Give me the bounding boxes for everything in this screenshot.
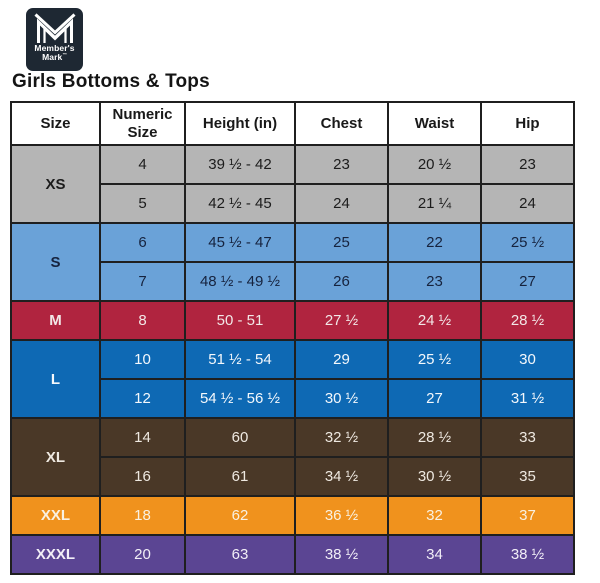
size-chart-table: Size Numeric Size Height (in) Chest Wais… bbox=[10, 101, 575, 575]
chest-cell: 26 bbox=[294, 261, 389, 302]
chest-cell: 30 ½ bbox=[294, 378, 389, 419]
table-row: 16 61 34 ½ 30 ½ 35 bbox=[11, 456, 575, 497]
table-row: S 6 45 ½ - 47 25 22 25 ½ bbox=[10, 222, 575, 302]
numeric-cell: 14 bbox=[99, 417, 186, 458]
numeric-cell: 20 bbox=[99, 534, 186, 575]
header-row: Size Numeric Size Height (in) Chest Wais… bbox=[10, 101, 575, 146]
waist-cell: 22 bbox=[387, 222, 482, 263]
size-label-s: S bbox=[10, 222, 101, 302]
hip-cell: 37 bbox=[480, 495, 575, 536]
hip-cell: 24 bbox=[480, 183, 575, 224]
hip-cell: 31 ½ bbox=[480, 378, 575, 419]
waist-cell: 27 bbox=[387, 378, 482, 419]
height-cell: 50 - 51 bbox=[184, 300, 296, 341]
waist-cell: 23 bbox=[387, 261, 482, 302]
height-cell: 42 ½ - 45 bbox=[184, 183, 296, 224]
table-row: XXL 18 62 36 ½ 32 37 bbox=[10, 495, 575, 536]
size-label-xs: XS bbox=[10, 144, 101, 224]
waist-cell: 32 bbox=[387, 495, 482, 536]
height-cell: 39 ½ - 42 bbox=[184, 144, 296, 185]
table-row: 12 54 ½ - 56 ½ 30 ½ 27 31 ½ bbox=[11, 378, 575, 419]
chest-cell: 38 ½ bbox=[294, 534, 389, 575]
table-row: XXXL 20 63 38 ½ 34 38 ½ bbox=[10, 534, 575, 575]
column-header-hip: Hip bbox=[480, 101, 575, 146]
numeric-cell: 5 bbox=[99, 183, 186, 224]
column-header-waist: Waist bbox=[387, 101, 482, 146]
table-row: 7 48 ½ - 49 ½ 26 23 27 bbox=[11, 261, 575, 302]
waist-cell: 25 ½ bbox=[387, 339, 482, 380]
brand-line2: Mark bbox=[42, 52, 63, 63]
chest-cell: 29 bbox=[294, 339, 389, 380]
size-table-body: XS 4 39 ½ - 42 23 20 ½ 23 5 42 ½ - 45 24 21 ¼ 24 S 6… bbox=[10, 144, 575, 575]
height-cell: 63 bbox=[184, 534, 296, 575]
waist-cell: 28 ½ bbox=[387, 417, 482, 458]
chest-cell: 25 bbox=[294, 222, 389, 263]
chest-cell: 23 bbox=[294, 144, 389, 185]
height-cell: 60 bbox=[184, 417, 296, 458]
size-label-l: L bbox=[10, 339, 101, 419]
numeric-cell: 10 bbox=[99, 339, 186, 380]
chest-cell: 32 ½ bbox=[294, 417, 389, 458]
hip-cell: 35 bbox=[480, 456, 575, 497]
numeric-cell: 16 bbox=[99, 456, 186, 497]
hip-cell: 33 bbox=[480, 417, 575, 458]
hip-cell: 30 bbox=[480, 339, 575, 380]
hip-cell: 23 bbox=[480, 144, 575, 185]
hip-cell: 27 bbox=[480, 261, 575, 302]
members-mark-m-icon bbox=[33, 13, 76, 43]
size-label-m: M bbox=[10, 300, 101, 341]
waist-cell: 24 ½ bbox=[387, 300, 482, 341]
numeric-cell: 12 bbox=[99, 378, 186, 419]
column-header-numeric-size: Numeric Size bbox=[99, 101, 186, 146]
hip-cell: 28 ½ bbox=[480, 300, 575, 341]
height-cell: 51 ½ - 54 bbox=[184, 339, 296, 380]
hip-cell: 38 ½ bbox=[480, 534, 575, 575]
numeric-cell: 4 bbox=[99, 144, 186, 185]
chest-cell: 24 bbox=[294, 183, 389, 224]
column-header-height: Height (in) bbox=[184, 101, 296, 146]
hip-cell: 25 ½ bbox=[480, 222, 575, 263]
table-row: L 10 51 ½ - 54 29 25 ½ 30 bbox=[10, 339, 575, 419]
chest-cell: 27 ½ bbox=[294, 300, 389, 341]
waist-cell: 34 bbox=[387, 534, 482, 575]
table-row: 5 42 ½ - 45 24 21 ¼ 24 bbox=[11, 183, 575, 224]
chest-cell: 36 ½ bbox=[294, 495, 389, 536]
page-title: Girls Bottoms & Tops bbox=[12, 71, 210, 92]
members-mark-logo: Member's Mark™ bbox=[26, 8, 83, 71]
numeric-cell: 6 bbox=[99, 222, 186, 263]
height-cell: 62 bbox=[184, 495, 296, 536]
waist-cell: 21 ¼ bbox=[387, 183, 482, 224]
numeric-cell: 7 bbox=[99, 261, 186, 302]
size-label-xxl: XXL bbox=[10, 495, 101, 536]
table-row: M 8 50 - 51 27 ½ 24 ½ 28 ½ bbox=[10, 300, 575, 341]
height-cell: 48 ½ - 49 ½ bbox=[184, 261, 296, 302]
height-cell: 45 ½ - 47 bbox=[184, 222, 296, 263]
size-label-xl: XL bbox=[10, 417, 101, 497]
brand-wordmark: Member's Mark™ bbox=[34, 43, 75, 63]
height-cell: 54 ½ - 56 ½ bbox=[184, 378, 296, 419]
chest-cell: 34 ½ bbox=[294, 456, 389, 497]
waist-cell: 30 ½ bbox=[387, 456, 482, 497]
table-row: XL 14 60 32 ½ 28 ½ 33 bbox=[10, 417, 575, 497]
size-label-xxxl: XXXL bbox=[10, 534, 101, 575]
numeric-cell: 8 bbox=[99, 300, 186, 341]
brand-line1: Member's bbox=[34, 43, 75, 53]
trademark-symbol: ™ bbox=[62, 52, 67, 58]
column-header-chest: Chest bbox=[294, 101, 389, 146]
table-row: XS 4 39 ½ - 42 23 20 ½ 23 bbox=[10, 144, 575, 224]
column-header-size: Size bbox=[10, 101, 101, 146]
height-cell: 61 bbox=[184, 456, 296, 497]
numeric-cell: 18 bbox=[99, 495, 186, 536]
waist-cell: 20 ½ bbox=[387, 144, 482, 185]
